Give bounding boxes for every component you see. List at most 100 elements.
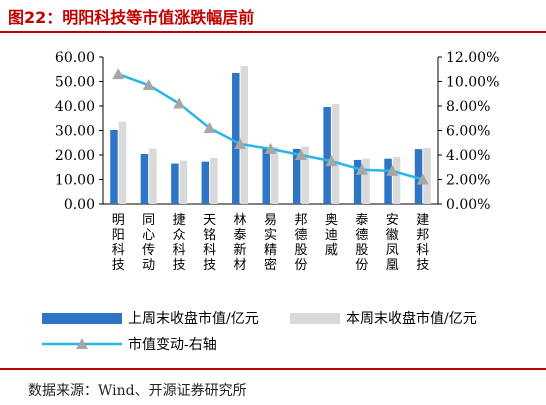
x-tick-label-char: 阳 <box>112 228 125 243</box>
x-tick-label-char: 股 <box>294 243 307 258</box>
line-marker <box>416 173 429 185</box>
bar-last-week <box>323 106 331 204</box>
x-tick-label-char: 份 <box>355 258 368 273</box>
right-tick-label: 2.00% <box>446 173 490 189</box>
x-tick-label-char: 传 <box>142 243 155 258</box>
x-tick-label-char: 凰 <box>386 258 399 273</box>
bar-last-week <box>292 148 301 204</box>
bar-this-week <box>240 66 249 204</box>
x-tick-label-char: 泰 <box>355 213 368 228</box>
bar-this-week <box>423 147 431 204</box>
bar-last-week <box>171 163 179 204</box>
left-tick-label: 30.00 <box>55 124 95 140</box>
bar-this-week <box>362 158 370 204</box>
bar-this-week <box>271 146 279 204</box>
line-series-market-cap-change <box>117 72 424 181</box>
bar-last-week <box>140 154 149 204</box>
left-tick-label: 50.00 <box>55 75 95 91</box>
x-tick-label-char: 实 <box>264 228 277 243</box>
legend-label-this-week: 本周末收盘市值/亿元 <box>346 310 477 327</box>
x-tick-label-char: 铭 <box>203 228 216 243</box>
x-tick-label-char: 奥 <box>325 213 338 228</box>
line-marker <box>386 164 399 176</box>
x-tick-label-char: 心 <box>142 228 155 243</box>
legend-swatch-last-week <box>42 313 122 324</box>
line-marker <box>142 79 155 91</box>
bar-this-week <box>301 146 309 204</box>
bar-last-week <box>262 148 270 204</box>
bar-this-week <box>392 156 401 204</box>
x-tick-label-char: 精 <box>264 243 277 258</box>
x-tick-label-char: 安 <box>386 213 399 228</box>
x-tick-label-char: 科 <box>203 243 216 258</box>
bar-last-week <box>384 158 392 204</box>
legend-label-market-cap-change: 市值变动-右轴 <box>128 336 217 353</box>
x-tick-label-char: 股 <box>355 243 368 258</box>
bar-last-week <box>110 130 118 204</box>
legend-label-last-week: 上周末收盘市值/亿元 <box>128 310 259 327</box>
left-tick-label: 20.00 <box>55 148 95 164</box>
x-tick-label-char: 徽 <box>386 228 399 243</box>
bar-last-week <box>414 149 423 204</box>
left-tick-label: 40.00 <box>55 99 95 115</box>
bar-this-week <box>149 148 157 204</box>
right-tick-label: 8.00% <box>446 99 490 115</box>
bar-this-week <box>118 121 127 204</box>
source-divider <box>0 368 546 370</box>
bar-this-week <box>210 157 218 204</box>
x-tick-label-char: 迪 <box>325 228 338 243</box>
x-tick-label-char: 明 <box>112 213 125 228</box>
line-marker <box>264 142 277 154</box>
left-tick-label: 0.00 <box>64 197 95 213</box>
x-tick-label-char: 密 <box>264 257 277 273</box>
x-tick-label-char: 易 <box>264 213 277 228</box>
x-tick-label-char: 德 <box>294 228 307 243</box>
x-tick-label-char: 动 <box>142 258 155 273</box>
line-marker <box>234 137 247 149</box>
right-tick-label: 12.00% <box>446 50 499 66</box>
x-tick-label-char: 技 <box>203 258 216 273</box>
right-tick-label: 4.00% <box>446 148 490 164</box>
chart: 0.00 10.00 20.00 30.00 40.00 50.00 60.00 0.00% 2… <box>42 50 499 353</box>
bar-last-week <box>232 72 240 204</box>
right-tick-label: 0.00% <box>446 197 490 213</box>
x-tick-label-char: 科 <box>173 243 186 258</box>
line-marker <box>294 149 307 160</box>
x-tick-label-char: 捷 <box>173 213 186 228</box>
line-marker <box>173 97 186 109</box>
x-tick-label-char: 技 <box>112 258 125 273</box>
x-tick-label-char: 新 <box>234 242 247 258</box>
x-tick-label-char: 同 <box>142 213 155 228</box>
title-divider <box>0 31 546 33</box>
line-marker <box>112 68 125 80</box>
source-note: 数据来源：Wind、开源证券研究所 <box>28 383 247 399</box>
bar-last-week <box>201 161 210 204</box>
x-tick-label-char: 凤 <box>386 243 399 258</box>
x-tick-label-char: 邦 <box>416 228 429 243</box>
x-tick-label-char: 份 <box>294 258 307 273</box>
x-tick-label-char: 技 <box>416 258 429 273</box>
x-tick-label-char: 科 <box>416 243 429 258</box>
line-marker <box>203 122 216 134</box>
x-tick-label-char: 德 <box>355 228 368 243</box>
x-tick-label-char: 众 <box>173 228 186 243</box>
left-tick-label: 60.00 <box>55 50 95 66</box>
x-tick-label-char: 泰 <box>234 228 247 243</box>
x-tick-label-char: 科 <box>112 243 125 258</box>
x-tick-label-char: 技 <box>173 258 186 273</box>
line-marker <box>325 155 338 167</box>
left-tick-label: 10.00 <box>55 173 95 189</box>
x-tick-label-char: 林 <box>234 213 247 228</box>
right-tick-label: 10.00% <box>446 75 499 91</box>
bar-this-week <box>179 160 188 204</box>
x-tick-label-char: 建 <box>416 213 429 228</box>
right-tick-label: 6.00% <box>446 124 490 140</box>
x-tick-label-char: 天 <box>203 213 216 228</box>
chart-title: 图22：明阳科技等市值涨跌幅居前 <box>8 8 255 27</box>
legend-marker-market-cap-change <box>76 338 88 349</box>
line-marker <box>355 163 368 175</box>
x-tick-label-char: 威 <box>325 243 338 258</box>
bar-this-week <box>331 104 340 204</box>
x-tick-label-char: 材 <box>234 258 247 273</box>
x-tick-label-char: 邦 <box>294 213 307 228</box>
